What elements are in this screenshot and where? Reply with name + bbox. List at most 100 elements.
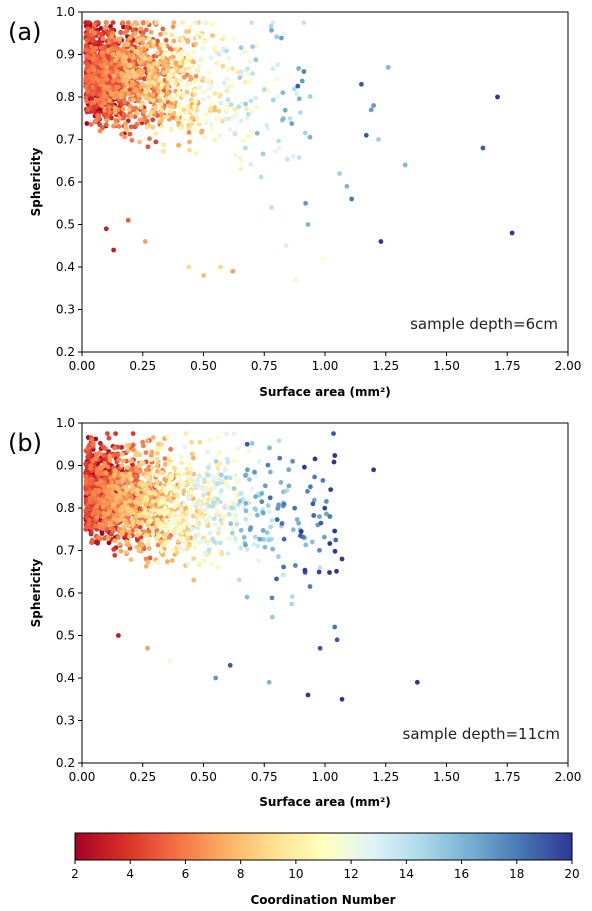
scatter-point bbox=[153, 483, 159, 489]
scatter-point bbox=[186, 65, 192, 71]
scatter-point bbox=[142, 239, 148, 244]
colorbar-tick-label: 10 bbox=[288, 867, 303, 881]
scatter-point bbox=[100, 504, 106, 510]
scatter-point bbox=[253, 95, 258, 101]
scatter-point bbox=[197, 439, 203, 445]
scatter-point bbox=[144, 20, 150, 25]
scatter-point bbox=[242, 48, 248, 54]
scatter-point bbox=[176, 474, 181, 480]
scatter-point bbox=[208, 122, 214, 127]
scatter-point bbox=[190, 451, 195, 457]
scatter-point bbox=[226, 66, 231, 72]
scatter-point bbox=[126, 107, 132, 112]
scatter-point bbox=[242, 80, 248, 85]
scatter-point bbox=[339, 556, 345, 562]
scatter-point bbox=[88, 122, 94, 127]
scatter-point bbox=[150, 117, 156, 123]
scatter-point bbox=[134, 544, 140, 550]
scatter-point bbox=[299, 78, 305, 84]
scatter-point bbox=[331, 459, 337, 465]
scatter-point bbox=[206, 547, 212, 553]
scatter-point bbox=[214, 60, 220, 66]
scatter-point bbox=[228, 521, 234, 527]
scatter-point bbox=[207, 106, 213, 112]
colorbar-ticks: 2 4 6 8 10 12 14 16 18 20 bbox=[71, 860, 580, 881]
scatter-point bbox=[112, 105, 118, 111]
scatter-point bbox=[140, 100, 145, 106]
scatter-point bbox=[113, 65, 118, 71]
scatter-point bbox=[105, 484, 111, 489]
scatter-point bbox=[165, 434, 170, 440]
scatter-point bbox=[209, 486, 214, 492]
scatter-point bbox=[181, 488, 187, 494]
scatter-point bbox=[84, 490, 90, 496]
scatter-point bbox=[163, 96, 169, 101]
scatter-point bbox=[134, 491, 140, 497]
scatter-point bbox=[177, 55, 183, 61]
scatter-point bbox=[222, 505, 227, 510]
scatter-point bbox=[114, 84, 120, 90]
scatter-point bbox=[92, 30, 97, 36]
scatter-point bbox=[115, 91, 121, 96]
scatter-point bbox=[93, 456, 99, 461]
scatter-point bbox=[146, 489, 152, 495]
scatter-point bbox=[130, 46, 135, 51]
scatter-point bbox=[296, 155, 302, 161]
scatter-point bbox=[134, 528, 139, 533]
scatter-point bbox=[175, 468, 181, 474]
scatter-point bbox=[216, 52, 222, 57]
scatter-point bbox=[122, 99, 127, 105]
scatter-point bbox=[298, 533, 303, 539]
y-tick-label: 0.8 bbox=[56, 501, 75, 515]
scatter-point bbox=[200, 45, 206, 51]
scatter-point bbox=[179, 68, 185, 74]
scatter-point bbox=[84, 502, 89, 508]
scatter-point bbox=[223, 109, 229, 115]
scatter-point bbox=[111, 547, 117, 552]
scatter-point bbox=[246, 79, 252, 85]
scatter-point bbox=[84, 38, 90, 43]
scatter-point bbox=[226, 84, 232, 90]
scatter-point bbox=[155, 468, 160, 474]
scatter-point bbox=[140, 40, 146, 46]
scatter-point bbox=[302, 567, 308, 573]
scatter-point bbox=[160, 149, 166, 154]
scatter-point bbox=[328, 487, 334, 492]
scatter-point bbox=[225, 97, 231, 102]
scatter-point bbox=[222, 34, 227, 39]
scatter-point bbox=[312, 456, 318, 462]
scatter-point bbox=[153, 74, 159, 80]
scatter-point bbox=[290, 458, 295, 464]
x-tick-label: 0.00 bbox=[69, 359, 96, 373]
scatter-point bbox=[273, 148, 278, 154]
scatter-point bbox=[337, 171, 342, 176]
scatter-point bbox=[110, 502, 116, 508]
scatter-point bbox=[266, 537, 272, 543]
scatter-point bbox=[307, 94, 313, 99]
scatter-point bbox=[266, 679, 272, 685]
scatter-point bbox=[186, 474, 191, 480]
scatter-point bbox=[102, 446, 108, 451]
scatter-point bbox=[224, 456, 230, 462]
scatter-point bbox=[143, 467, 149, 473]
scatter-point bbox=[254, 130, 260, 136]
x-tick-label: 0.50 bbox=[190, 359, 217, 373]
scatter-point bbox=[217, 449, 223, 455]
scatter-point bbox=[226, 55, 232, 61]
scatter-point bbox=[107, 109, 113, 115]
scatter-point bbox=[145, 559, 151, 565]
scatter-point bbox=[223, 475, 229, 480]
scatter-point bbox=[83, 47, 89, 53]
scatter-point bbox=[177, 525, 183, 530]
scatter-point bbox=[192, 78, 198, 84]
colorbar: 2 4 6 8 10 12 14 16 18 20 Coordination Number bbox=[71, 832, 580, 907]
scatter-point bbox=[189, 108, 194, 114]
scatter-point bbox=[218, 499, 223, 505]
scatter-point bbox=[292, 505, 298, 511]
scatter-point bbox=[88, 466, 93, 471]
scatter-point bbox=[195, 30, 201, 36]
scatter-point bbox=[123, 55, 128, 60]
scatter-point bbox=[89, 537, 95, 543]
scatter-point bbox=[163, 59, 168, 64]
scatter-point bbox=[202, 550, 208, 556]
